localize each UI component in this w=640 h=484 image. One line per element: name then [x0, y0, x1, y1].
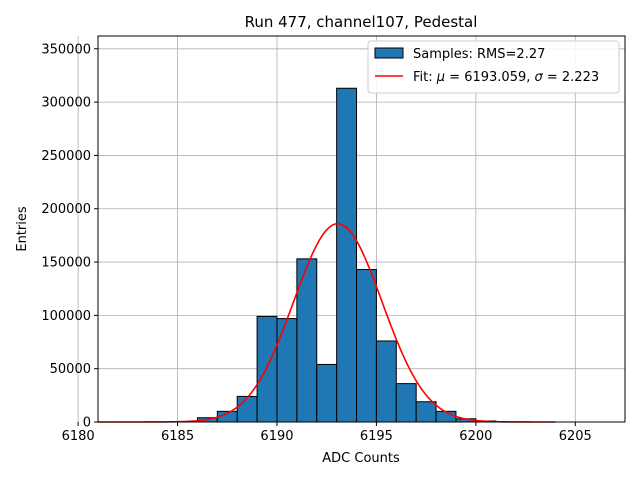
- y-axis-label: Entries: [15, 206, 30, 252]
- histogram-bar: [236, 395, 258, 423]
- legend-fit-sigma: σ: [535, 70, 544, 85]
- x-tick-label: 6180: [62, 429, 95, 444]
- legend-fit-mid: = 6193.059,: [445, 70, 534, 85]
- y-tick-label: 350000: [41, 42, 91, 57]
- y-tick-label: 200000: [41, 202, 91, 217]
- legend: Samples: RMS=2.27 Fit: μ = 6193.059, σ =…: [367, 40, 620, 94]
- legend-label-samples: Samples: RMS=2.27: [413, 47, 545, 62]
- y-tick-label: 150000: [41, 256, 91, 271]
- histogram-bar: [336, 87, 358, 423]
- x-tick-label: 6185: [161, 429, 194, 444]
- histogram-bar: [276, 318, 298, 423]
- y-tick-label: 50000: [50, 362, 91, 377]
- legend-swatch-samples: [374, 47, 404, 59]
- chart-title: Run 477, channel107, Pedestal: [245, 13, 478, 31]
- histogram-bars: [196, 87, 497, 423]
- x-axis-label: ADC Counts: [322, 451, 400, 466]
- x-tick-label: 6205: [559, 429, 592, 444]
- x-tick-label: 6190: [260, 429, 293, 444]
- legend-label-fit: Fit: μ = 6193.059, σ = 2.223: [413, 70, 599, 85]
- x-tick-label: 6195: [360, 429, 393, 444]
- histogram-bar: [256, 315, 278, 423]
- x-axis-ticks: 6180 6185 6190 6195 6200 6205: [62, 422, 592, 444]
- histogram-bar: [395, 383, 417, 423]
- histogram-bar: [415, 401, 437, 423]
- legend-fit-prefix: Fit:: [413, 70, 437, 85]
- y-axis-ticks: 0 50000 100000 150000 200000 250000 300000 3500…: [41, 42, 98, 431]
- y-tick-label: 250000: [41, 149, 91, 164]
- histogram-bar: [356, 269, 377, 423]
- plot-frame: [97, 35, 626, 423]
- y-tick-label: 300000: [41, 96, 91, 111]
- legend-fit-suffix: = 2.223: [543, 70, 599, 85]
- y-tick-label: 0: [83, 416, 91, 431]
- histogram-bar: [316, 363, 338, 423]
- legend-fit-mu: μ: [436, 70, 445, 85]
- histogram-bar: [375, 340, 397, 423]
- legend-box: [367, 40, 620, 94]
- x-tick-label: 6200: [459, 429, 492, 444]
- y-tick-label: 100000: [41, 309, 91, 324]
